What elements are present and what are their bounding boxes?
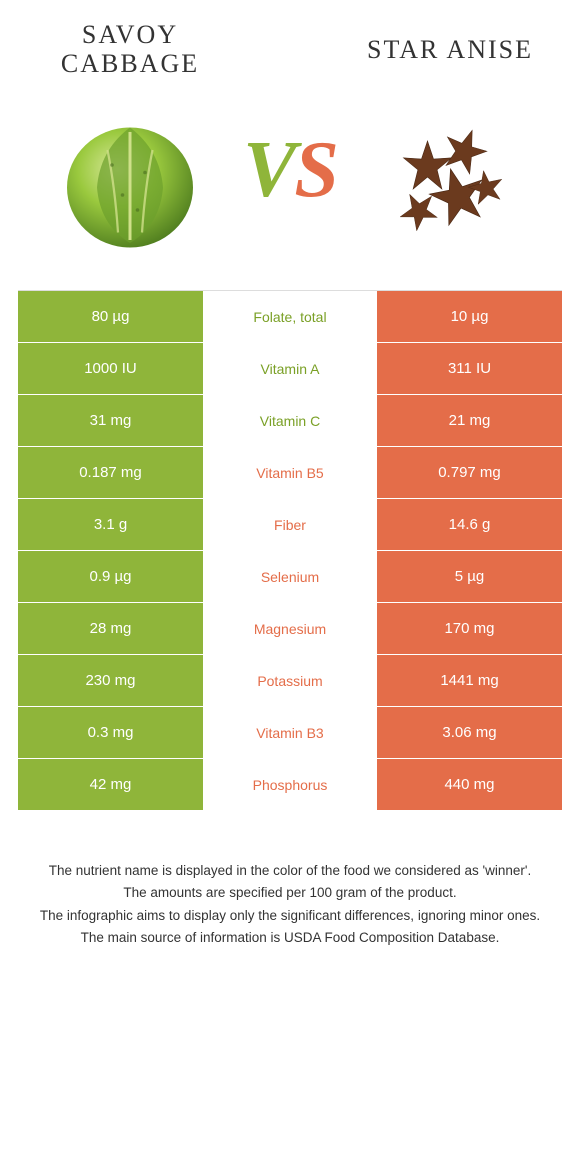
table-row: 3.1 gFiber14.6 g bbox=[18, 499, 562, 551]
table-row: 0.3 mgVitamin B33.06 mg bbox=[18, 707, 562, 759]
left-value: 31 mg bbox=[18, 395, 205, 446]
right-value: 311 IU bbox=[375, 343, 562, 394]
right-value: 1441 mg bbox=[375, 655, 562, 706]
left-value: 28 mg bbox=[18, 603, 205, 654]
right-value: 14.6 g bbox=[375, 499, 562, 550]
star-anise-icon bbox=[370, 100, 530, 260]
table-row: 0.9 µgSelenium5 µg bbox=[18, 551, 562, 603]
right-value: 10 µg bbox=[375, 291, 562, 342]
left-value: 42 mg bbox=[18, 759, 205, 810]
nutrient-label: Vitamin B3 bbox=[205, 707, 375, 758]
table-row: 0.187 mgVitamin B50.797 mg bbox=[18, 447, 562, 499]
vs-label: VS bbox=[243, 125, 337, 216]
food-right: Star Anise bbox=[350, 20, 550, 260]
footnote-line: The amounts are specified per 100 gram o… bbox=[30, 883, 550, 903]
footnote-line: The infographic aims to display only the… bbox=[30, 906, 550, 926]
right-value: 170 mg bbox=[375, 603, 562, 654]
table-row: 1000 IUVitamin A311 IU bbox=[18, 343, 562, 395]
left-value: 80 µg bbox=[18, 291, 205, 342]
left-value: 0.3 mg bbox=[18, 707, 205, 758]
nutrient-label: Selenium bbox=[205, 551, 375, 602]
left-value: 230 mg bbox=[18, 655, 205, 706]
footnotes: The nutrient name is displayed in the co… bbox=[30, 861, 550, 948]
left-value: 0.9 µg bbox=[18, 551, 205, 602]
left-value: 0.187 mg bbox=[18, 447, 205, 498]
nutrient-label: Phosphorus bbox=[205, 759, 375, 810]
table-row: 42 mgPhosphorus440 mg bbox=[18, 759, 562, 811]
nutrient-label: Magnesium bbox=[205, 603, 375, 654]
right-value: 3.06 mg bbox=[375, 707, 562, 758]
nutrient-label: Vitamin A bbox=[205, 343, 375, 394]
vs-v: V bbox=[243, 126, 294, 214]
left-value: 1000 IU bbox=[18, 343, 205, 394]
right-value: 5 µg bbox=[375, 551, 562, 602]
right-value: 0.797 mg bbox=[375, 447, 562, 498]
nutrient-label: Folate, total bbox=[205, 291, 375, 342]
food-left: Savoy Cabbage bbox=[30, 20, 230, 260]
footnote-line: The nutrient name is displayed in the co… bbox=[30, 861, 550, 881]
left-value: 3.1 g bbox=[18, 499, 205, 550]
nutrient-label: Vitamin C bbox=[205, 395, 375, 446]
footnote-line: The main source of information is USDA F… bbox=[30, 928, 550, 948]
vs-s: S bbox=[294, 126, 337, 214]
food-right-title: Star Anise bbox=[367, 20, 533, 80]
right-value: 21 mg bbox=[375, 395, 562, 446]
table-row: 28 mgMagnesium170 mg bbox=[18, 603, 562, 655]
table-row: 31 mgVitamin C21 mg bbox=[18, 395, 562, 447]
cabbage-icon bbox=[50, 100, 210, 260]
nutrient-table: 80 µgFolate, total10 µg1000 IUVitamin A3… bbox=[18, 290, 562, 811]
food-left-title: Savoy Cabbage bbox=[30, 20, 230, 80]
table-row: 230 mgPotassium1441 mg bbox=[18, 655, 562, 707]
nutrient-label: Potassium bbox=[205, 655, 375, 706]
comparison-header: Savoy Cabbage bbox=[0, 0, 580, 270]
nutrient-label: Vitamin B5 bbox=[205, 447, 375, 498]
right-value: 440 mg bbox=[375, 759, 562, 810]
table-row: 80 µgFolate, total10 µg bbox=[18, 291, 562, 343]
nutrient-label: Fiber bbox=[205, 499, 375, 550]
